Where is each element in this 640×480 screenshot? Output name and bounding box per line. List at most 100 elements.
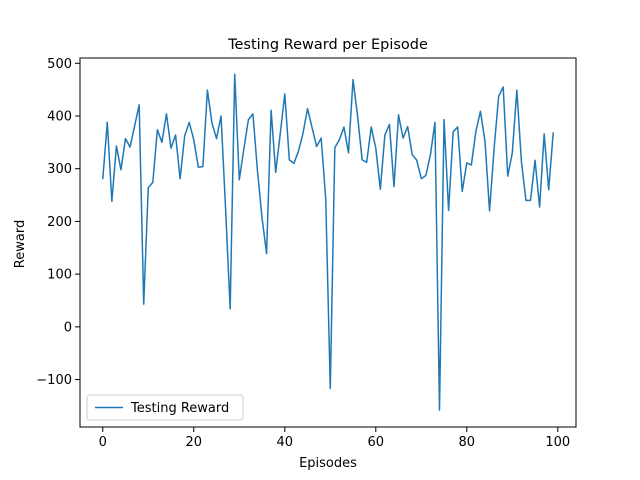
chart-title: Testing Reward per Episode [227,37,428,53]
data-point [184,135,186,137]
y-tick-label: 200 [47,215,72,230]
data-point [252,113,254,115]
data-point [320,137,322,139]
data-point [448,210,450,212]
data-point [125,138,127,140]
data-point [466,162,468,164]
data-point [343,126,345,128]
data-point [102,178,104,180]
legend-label: Testing Reward [130,401,229,416]
data-point [279,133,281,135]
data-point [275,172,277,174]
data-point [484,141,486,143]
data-point [302,133,304,135]
data-point [334,147,336,149]
data-point [152,182,154,184]
data-point [348,152,350,154]
data-point [111,201,113,203]
data-point [170,147,172,149]
data-point [461,191,463,193]
y-tick-label: 400 [47,109,72,124]
data-point [220,115,222,117]
data-point [339,139,341,141]
x-tick-label: 40 [276,435,293,450]
data-point [216,138,218,140]
y-tick-label: 100 [47,268,72,283]
data-point [211,122,213,124]
data-point [234,74,236,76]
data-point [471,164,473,166]
data-point [452,131,454,133]
y-tick-label: 300 [47,162,72,177]
y-axis-label: Reward [13,220,28,268]
data-point [284,93,286,95]
data-point [421,178,423,180]
data-point [416,160,418,162]
data-point [311,127,313,129]
data-point [257,170,259,172]
data-point [166,113,168,115]
data-point [248,119,250,121]
data-point [243,148,245,150]
data-point [534,160,536,162]
data-point [411,154,413,156]
data-point [207,89,209,91]
x-axis-ticks: 0 20 40 60 80 100 [99,427,570,450]
data-point [138,104,140,106]
data-point [107,122,109,124]
data-point [120,169,122,171]
data-point [325,198,327,200]
data-point [357,115,359,117]
y-tick-label: 500 [47,57,72,72]
data-point [502,86,504,88]
data-point [516,89,518,91]
data-point [316,146,318,148]
data-point [239,179,241,181]
data-point [430,154,432,156]
x-axis-label: Episodes [299,456,357,471]
data-point [157,129,159,131]
data-point [525,200,527,202]
data-point [229,308,231,310]
data-point [289,159,291,161]
data-point [393,186,395,188]
data-point [198,166,200,168]
data-point [261,217,263,219]
data-point [380,189,382,191]
x-tick-label: 100 [545,435,570,450]
data-point [129,146,131,148]
x-tick-label: 60 [368,435,385,450]
data-point [434,122,436,124]
data-point [512,152,514,154]
data-point [398,114,400,116]
data-point [193,139,195,141]
data-point [507,175,509,177]
data-point [384,134,386,136]
series-layer [102,73,554,411]
data-point [307,108,309,110]
x-tick-label: 20 [185,435,202,450]
x-tick-label: 80 [459,435,476,450]
data-point [298,151,300,153]
data-point [439,409,441,411]
data-point [143,303,145,305]
data-point [330,388,332,390]
data-point [161,142,163,144]
data-point [443,119,445,121]
data-point [552,132,554,134]
y-tick-label: 0 [64,320,72,335]
series-line-testing-reward [102,73,554,411]
data-point [498,96,500,98]
data-point [480,110,482,112]
data-point [175,134,177,136]
data-point [179,178,181,180]
data-point [530,200,532,202]
data-point [425,175,427,177]
data-point [489,210,491,212]
data-point [202,166,204,168]
data-point [361,159,363,161]
axes-frame [79,57,577,428]
data-point [548,189,550,191]
data-point [266,253,268,255]
